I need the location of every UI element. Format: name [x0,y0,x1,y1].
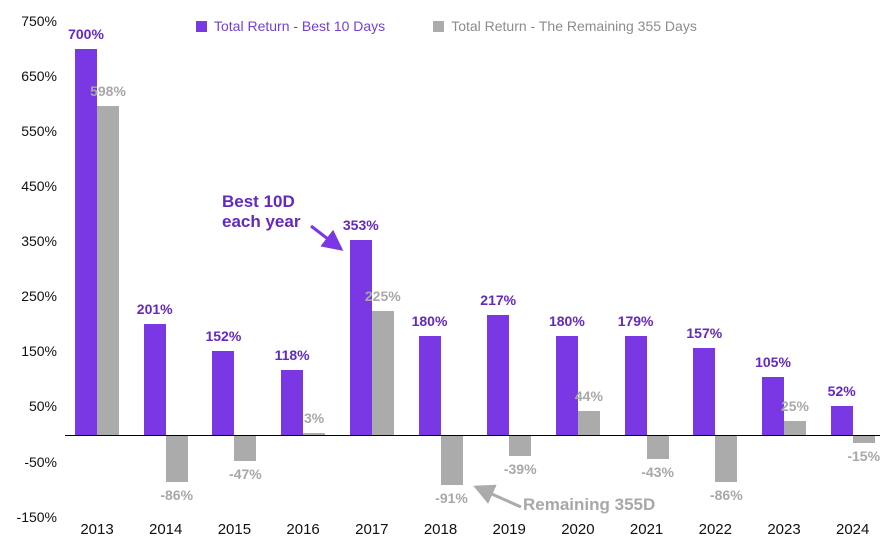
y-axis-tick-label: 50% [28,398,57,415]
annotation-best-10d-line2: each year [222,212,301,231]
y-axis-tick-label: -50% [24,453,57,470]
bar-remaining-355-days-2023 [784,421,806,435]
bar-value-label-best-2014: 201% [136,301,173,318]
bar-best-10-days-2018 [418,335,441,435]
bar-remaining-355-days-2014 [165,435,188,483]
x-axis-year-label-2013: 2013 [80,521,114,538]
y-axis-tick-label: 750% [21,12,57,29]
y-axis-tick-label: 150% [21,343,57,360]
y-axis-tick-label: 350% [21,233,57,250]
annotation-best-10d-each-year: Best 10D each year [222,192,300,232]
bar-best-10-days-2023 [762,377,784,435]
bar-remaining-355-days-2024 [852,435,875,444]
bar-value-label-remaining-2016: 3% [303,410,325,427]
x-axis-year-label-2018: 2018 [423,521,458,538]
y-axis-tick-label: 550% [21,122,57,139]
bar-value-label-best-2023: 105% [755,354,791,371]
x-axis-year-label-2019: 2019 [492,521,526,538]
bar-value-label-remaining-2017: 225% [364,288,401,305]
annotation-remaining-355d: Remaining 355D [523,495,655,515]
x-axis-year-label-2021: 2021 [629,521,664,538]
legend-label-remaining-355-days: Total Return - The Remaining 355 Days [451,18,697,34]
bar-remaining-355-days-2020 [577,410,600,435]
x-axis-year-label-2015: 2015 [217,521,252,538]
bar-best-10-days-2017 [349,240,372,435]
x-axis-year-label-2022: 2022 [698,521,732,538]
bar-value-label-best-2015: 152% [205,328,242,345]
bar-remaining-355-days-2021 [646,435,669,459]
bar-best-10-days-2013 [75,49,97,435]
bar-value-label-remaining-2015: -47% [229,465,262,482]
bar-best-10-days-2019 [487,315,510,435]
legend-marker-best-10-days-icon [196,20,207,32]
legend: Total Return - Best 10 Days Total Return… [196,18,697,34]
legend-item-best-10-days: Total Return - Best 10 Days [196,18,385,34]
legend-item-remaining-355-days: Total Return - The Remaining 355 Days [433,18,697,34]
annotation-best-10d-line1: Best 10D [222,192,295,211]
bar-remaining-355-days-2019 [509,435,532,457]
bar-value-label-remaining-2013: 598% [90,82,126,99]
bar-best-10-days-2015 [212,351,235,435]
bar-best-10-days-2020 [555,335,578,435]
bar-value-label-best-2020: 180% [548,312,585,329]
y-axis-tick-label: 450% [21,178,57,195]
bar-value-label-best-2024: 52% [827,383,856,400]
y-axis-tick-label: -150% [16,508,57,525]
bar-best-10-days-2024 [830,406,853,435]
bar-value-label-remaining-2022: -86% [709,487,743,504]
x-axis-year-label-2024: 2024 [836,521,870,538]
bar-value-label-remaining-2024: -15% [847,448,881,465]
bar-value-label-best-2016: 118% [274,346,310,363]
bar-remaining-355-days-2016 [303,433,326,435]
bar-value-label-remaining-2019: -39% [503,461,537,478]
bar-remaining-355-days-2013 [97,105,119,435]
remaining-355d-arrow-icon [473,484,522,509]
bar-value-label-remaining-2020: 44% [574,387,603,404]
bar-value-label-remaining-2014: -86% [160,487,194,504]
bar-value-label-best-2019: 217% [480,292,517,309]
y-axis-tick-label: 650% [21,67,57,84]
legend-label-best-10-days: Total Return - Best 10 Days [214,18,386,34]
x-axis-year-label-2014: 2014 [149,521,183,538]
y-axis-tick-label: 250% [21,288,57,305]
bar-best-10-days-2021 [624,336,647,435]
annotation-remaining-355d-line1: Remaining 355D [523,495,656,514]
bar-value-label-best-2017: 353% [342,217,379,234]
bar-remaining-355-days-2018 [440,435,463,486]
bar-value-label-best-2013: 700% [68,26,104,43]
bar-value-label-best-2022: 157% [686,325,723,342]
x-axis-year-label-2016: 2016 [286,521,320,538]
bar-value-label-remaining-2023: 25% [780,398,810,415]
bar-best-10-days-2016 [281,369,304,435]
bar-best-10-days-2014 [143,324,166,435]
bar-best-10-days-2022 [693,348,716,435]
bar-remaining-355-days-2022 [715,435,738,483]
bar-value-label-remaining-2018: -91% [435,490,468,507]
bar-value-label-best-2021: 179% [617,313,654,330]
x-axis-year-label-2017: 2017 [355,521,389,538]
x-axis-year-label-2023: 2023 [767,521,801,538]
bar-remaining-355-days-2017 [371,311,394,435]
bar-value-label-best-2018: 180% [411,312,448,329]
zero-axis-line [65,435,880,436]
bar-value-label-remaining-2021: -43% [641,463,674,480]
bar-remaining-355-days-2015 [234,435,257,461]
legend-marker-remaining-355-days-icon [433,20,445,32]
x-axis-year-label-2020: 2020 [561,521,595,538]
